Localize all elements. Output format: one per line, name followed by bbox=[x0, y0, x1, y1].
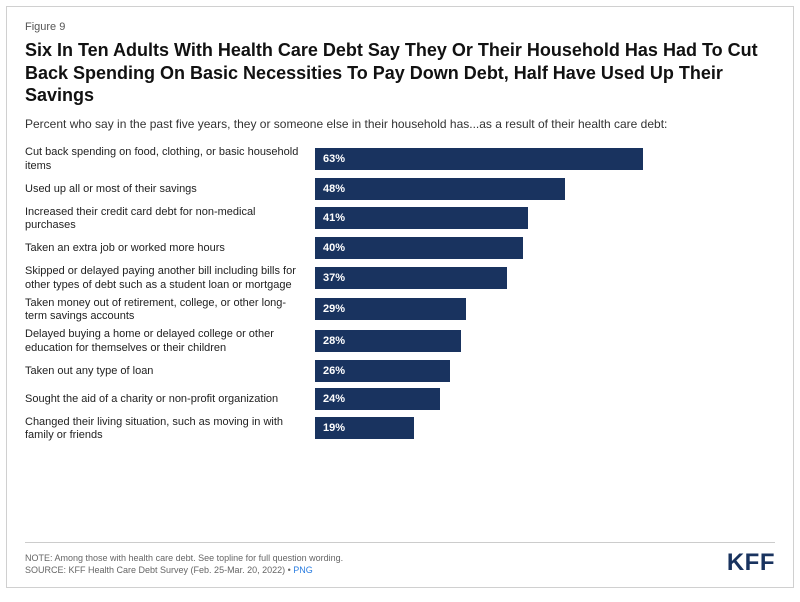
bar-value: 37% bbox=[323, 272, 345, 284]
bar-label: Skipped or delayed paying another bill i… bbox=[25, 265, 315, 293]
bar-row: Skipped or delayed paying another bill i… bbox=[25, 265, 775, 293]
bar: 40% bbox=[315, 237, 523, 259]
bar-label: Changed their living situation, such as … bbox=[25, 416, 315, 444]
bar-label: Sought the aid of a charity or non-profi… bbox=[25, 393, 315, 407]
bar-area: 63% bbox=[315, 148, 775, 172]
bar-label: Used up all or most of their savings bbox=[25, 183, 315, 197]
bar-label: Taken an extra job or worked more hours bbox=[25, 242, 315, 256]
bar-area: 26% bbox=[315, 360, 775, 384]
bar-row: Taken an extra job or worked more hours 4… bbox=[25, 237, 775, 261]
bar-area: 41% bbox=[315, 207, 775, 231]
bar-area: 19% bbox=[315, 417, 775, 441]
bar-value: 48% bbox=[323, 183, 345, 195]
bar-value: 28% bbox=[323, 335, 345, 347]
bar-row: Increased their credit card debt for non… bbox=[25, 206, 775, 234]
bar-value: 40% bbox=[323, 242, 345, 254]
bar: 41% bbox=[315, 207, 528, 229]
figure-label: Figure 9 bbox=[25, 21, 775, 33]
bar-row: Changed their living situation, such as … bbox=[25, 416, 775, 444]
bar-area: 28% bbox=[315, 330, 775, 354]
bar: 28% bbox=[315, 330, 461, 352]
bar-chart: Cut back spending on food, clothing, or … bbox=[25, 146, 775, 447]
bar: 26% bbox=[315, 360, 450, 382]
png-link[interactable]: PNG bbox=[293, 565, 313, 575]
bar-value: 63% bbox=[323, 153, 345, 165]
figure-footer: NOTE: Among those with health care debt.… bbox=[25, 542, 775, 577]
bar-value: 41% bbox=[323, 212, 345, 224]
figure-container: Figure 9 Six In Ten Adults With Health C… bbox=[6, 6, 794, 588]
bar-label: Increased their credit card debt for non… bbox=[25, 206, 315, 234]
bar-row: Cut back spending on food, clothing, or … bbox=[25, 146, 775, 174]
bar-row: Taken money out of retirement, college, … bbox=[25, 297, 775, 325]
bar: 63% bbox=[315, 148, 643, 170]
bar-area: 37% bbox=[315, 267, 775, 291]
bar-area: 40% bbox=[315, 237, 775, 261]
bar-row: Sought the aid of a charity or non-profi… bbox=[25, 388, 775, 412]
bar: 24% bbox=[315, 388, 440, 410]
footer-text: NOTE: Among those with health care debt.… bbox=[25, 552, 343, 577]
bar-area: 29% bbox=[315, 298, 775, 322]
bar: 37% bbox=[315, 267, 507, 289]
chart-title: Six In Ten Adults With Health Care Debt … bbox=[25, 39, 775, 107]
bar-value: 24% bbox=[323, 393, 345, 405]
bar-label: Taken money out of retirement, college, … bbox=[25, 297, 315, 325]
bar-label: Taken out any type of loan bbox=[25, 365, 315, 379]
footer-source: SOURCE: KFF Health Care Debt Survey (Feb… bbox=[25, 564, 343, 577]
footer-note: NOTE: Among those with health care debt.… bbox=[25, 552, 343, 565]
bar-value: 19% bbox=[323, 422, 345, 434]
chart-subtitle: Percent who say in the past five years, … bbox=[25, 117, 775, 133]
bar-row: Delayed buying a home or delayed college… bbox=[25, 328, 775, 356]
bar: 48% bbox=[315, 178, 565, 200]
kff-logo: KFF bbox=[727, 549, 775, 577]
footer-source-text: SOURCE: KFF Health Care Debt Survey (Feb… bbox=[25, 565, 293, 575]
bar-area: 24% bbox=[315, 388, 775, 412]
bar-label: Cut back spending on food, clothing, or … bbox=[25, 146, 315, 174]
bar-value: 26% bbox=[323, 365, 345, 377]
bar-label: Delayed buying a home or delayed college… bbox=[25, 328, 315, 356]
bar-row: Used up all or most of their savings 48% bbox=[25, 178, 775, 202]
bar-area: 48% bbox=[315, 178, 775, 202]
bar-value: 29% bbox=[323, 303, 345, 315]
bar: 19% bbox=[315, 417, 414, 439]
bar: 29% bbox=[315, 298, 466, 320]
bar-row: Taken out any type of loan 26% bbox=[25, 360, 775, 384]
